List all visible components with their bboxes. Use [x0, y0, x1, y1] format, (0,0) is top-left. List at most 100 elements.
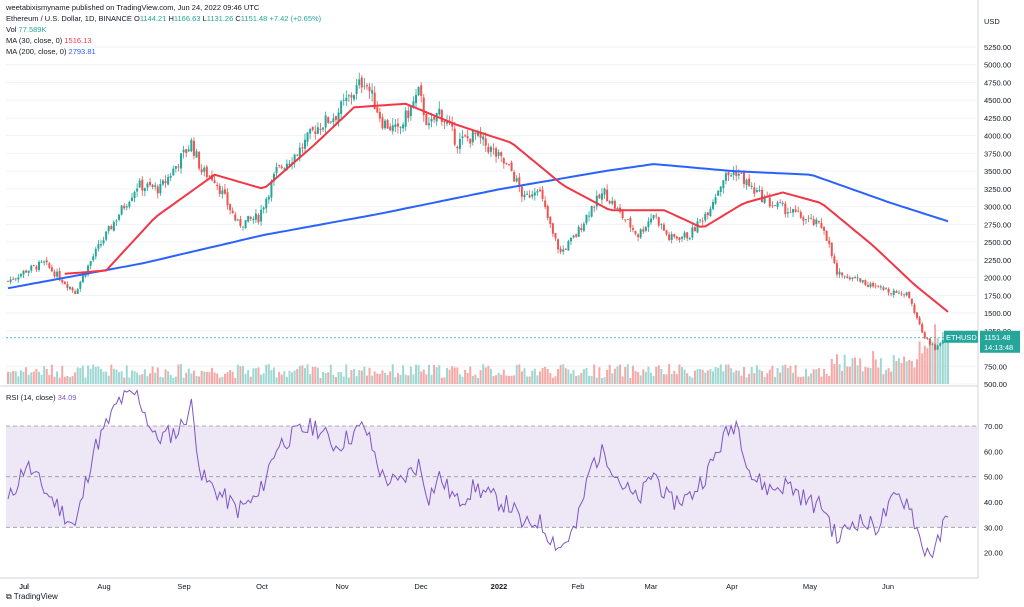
candle-body	[254, 213, 257, 220]
volume-bar	[327, 372, 330, 384]
volume-bar	[203, 371, 206, 384]
price-tick-label: 4750.00	[984, 78, 1011, 87]
candle-body	[404, 110, 407, 127]
volume-bar	[102, 371, 105, 384]
candle-body	[84, 274, 87, 277]
volume-bar	[585, 367, 588, 384]
ma30-line	[64, 102, 949, 313]
volume-bar	[928, 341, 931, 384]
volume-bar	[342, 376, 345, 384]
volume-bar	[588, 375, 591, 384]
rsi-tick-label: 20.00	[984, 549, 1003, 558]
volume-bar	[861, 371, 864, 384]
high-value: 1166.63	[173, 14, 201, 23]
candle-body	[763, 197, 766, 203]
volume-bar	[533, 368, 536, 384]
time-tick-label: Oct	[256, 582, 269, 591]
candle-body	[727, 172, 730, 176]
candle-body	[464, 135, 467, 137]
candle-body	[544, 200, 547, 208]
candle-body	[755, 190, 758, 193]
volume-bar	[244, 373, 247, 384]
candle-body	[864, 280, 867, 286]
volume-bar	[833, 363, 836, 384]
tradingview-footer[interactable]: ⧉ TradingView	[6, 592, 58, 602]
volume-bar	[864, 366, 867, 384]
candle-body	[704, 213, 707, 221]
volume-bar	[748, 373, 751, 384]
candle-body	[794, 209, 797, 212]
volume-bar	[825, 373, 828, 384]
volume-bar	[934, 324, 937, 384]
candle-body	[425, 113, 428, 126]
volume-bar	[484, 367, 487, 384]
candle-body	[347, 95, 350, 97]
candle-body	[717, 190, 720, 196]
candle-body	[278, 165, 281, 166]
candle-body	[420, 85, 423, 97]
candle-body	[843, 275, 846, 277]
volume-bar	[755, 365, 758, 384]
candle-body	[110, 226, 113, 230]
volume-bar	[192, 370, 195, 384]
candle-body	[895, 291, 898, 293]
candle-body	[120, 205, 123, 215]
candle-body	[611, 200, 614, 204]
candle-body	[567, 241, 570, 251]
candle-body	[71, 287, 74, 291]
volume-bar	[466, 372, 469, 384]
volume-bar	[208, 372, 211, 384]
volume-bar	[551, 377, 554, 384]
volume-bar	[420, 371, 423, 384]
candle-body	[624, 219, 627, 221]
price-tick-label: 2250.00	[984, 256, 1011, 265]
volume-bar	[513, 375, 516, 384]
candle-body	[776, 202, 779, 207]
volume-bar	[17, 376, 20, 384]
volume-bar	[293, 370, 296, 384]
volume-bar	[156, 367, 159, 384]
candle-body	[314, 131, 317, 134]
candle-body	[97, 244, 100, 249]
candle-body	[76, 289, 79, 294]
candle-body	[92, 256, 95, 261]
volume-bar	[670, 373, 673, 384]
price-tick-label: 3000.00	[984, 203, 1011, 212]
volume-bar	[365, 375, 368, 384]
candle-body	[35, 266, 38, 270]
candle-body	[892, 290, 895, 295]
volume-bar	[378, 374, 381, 384]
volume-bar	[19, 370, 22, 384]
candle-body	[440, 110, 443, 122]
candle-body	[554, 233, 557, 239]
tradingview-logo-icon: ⧉	[6, 592, 12, 601]
volume-bar	[319, 377, 322, 384]
volume-bar	[650, 372, 653, 384]
volume-bar	[626, 364, 629, 384]
volume-bar	[885, 369, 888, 384]
volume-bar	[130, 370, 133, 384]
volume-bar	[662, 374, 665, 384]
candle-body	[48, 263, 51, 268]
candle-body	[133, 191, 136, 199]
candle-body	[61, 279, 64, 283]
candle-body	[492, 148, 495, 150]
volume-bar	[792, 372, 795, 384]
candle-body	[415, 94, 418, 104]
candle-body	[807, 217, 810, 219]
candle-body	[657, 217, 660, 226]
candle-body	[458, 139, 461, 149]
volume-bar	[322, 371, 325, 384]
volume-bar	[216, 373, 219, 384]
volume-bar	[76, 367, 79, 384]
candle-body	[216, 184, 219, 186]
price-tick-label: 5250.00	[984, 43, 1011, 52]
candle-body	[662, 224, 665, 231]
candle-body	[45, 260, 48, 263]
candle-body	[706, 212, 709, 216]
candle-body	[322, 127, 325, 130]
candle-body	[936, 345, 939, 350]
volume-bar	[673, 370, 676, 384]
volume-bar	[430, 374, 433, 384]
